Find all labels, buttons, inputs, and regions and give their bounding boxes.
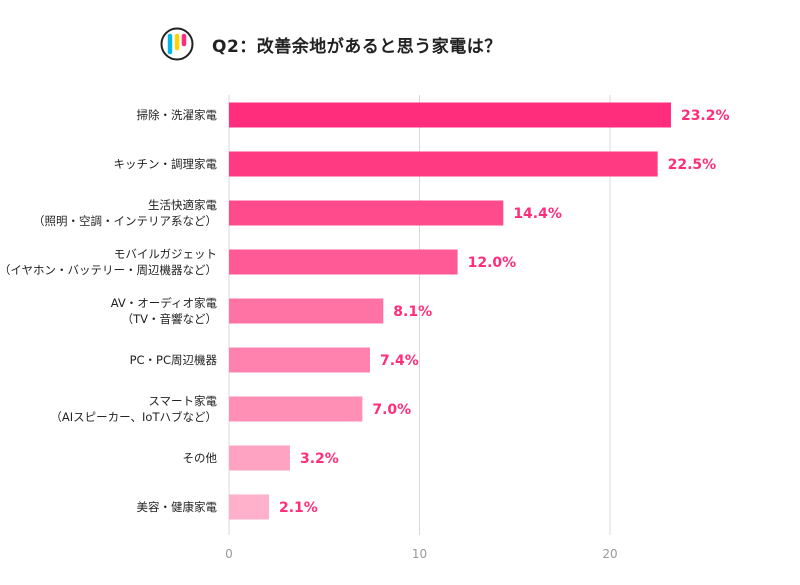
category-label-8: 美容・健康家電 <box>137 500 218 514</box>
chart-title: Q2：改善余地があると思う家電は？ <box>212 36 502 57</box>
category-label-2-line-1: （照明・空調・インテリア系など） <box>33 214 217 228</box>
category-label-6-line-0: スマート家電 <box>148 394 217 408</box>
value-label-6: 7.0% <box>372 402 411 418</box>
bars <box>229 102 671 520</box>
value-label-7: 3.2% <box>300 451 339 467</box>
value-label-1: 22.5% <box>668 157 717 173</box>
value-label-5: 7.4% <box>380 353 419 369</box>
brand-logo-icon <box>160 27 194 61</box>
x-tick-label-2: 20 <box>602 547 617 561</box>
category-label-2-line-0: 生活快適家電 <box>148 198 217 212</box>
category-label-7: その他 <box>183 451 218 465</box>
category-label-4-line-1: （TV・音響など） <box>122 312 217 326</box>
bar-5 <box>229 347 370 373</box>
value-label-2: 14.4% <box>513 206 562 222</box>
value-label-4: 8.1% <box>393 304 432 320</box>
bar-0 <box>229 102 671 128</box>
value-label-3: 12.0% <box>468 255 517 271</box>
value-labels: 23.2% 22.5% 14.4% 12.0% 8.1% 7.4% 7.0% 3.2% 2.1% <box>279 108 730 516</box>
value-label-0: 23.2% <box>681 108 730 124</box>
bar-1 <box>229 151 658 177</box>
category-label-0: 掃除・洗濯家電 <box>137 108 218 122</box>
bar-6 <box>229 396 363 422</box>
value-label-8: 2.1% <box>279 500 318 516</box>
bar-2 <box>229 200 504 226</box>
bar-3 <box>229 249 458 275</box>
bar-4 <box>229 298 384 324</box>
bar-7 <box>229 445 290 471</box>
category-label-3-line-1: （イヤホン・バッテリー・周辺機器など） <box>0 263 217 277</box>
category-label-1: キッチン・調理家電 <box>114 157 218 171</box>
x-tick-label-0: 0 <box>225 547 233 561</box>
category-label-6-line-1: （AIスピーカー、IoTハブなど） <box>50 410 217 424</box>
bar-8 <box>229 494 270 520</box>
x-axis-ticks: 0 10 20 <box>225 547 617 561</box>
category-label-3-line-0: モバイルガジェット <box>114 247 217 261</box>
title-row: Q2：改善余地があると思う家電は？ <box>160 24 502 64</box>
x-tick-label-1: 10 <box>412 547 427 561</box>
category-label-4-line-0: AV・オーディオ家電 <box>111 296 218 310</box>
category-label-5: PC・PC周辺機器 <box>130 353 218 367</box>
